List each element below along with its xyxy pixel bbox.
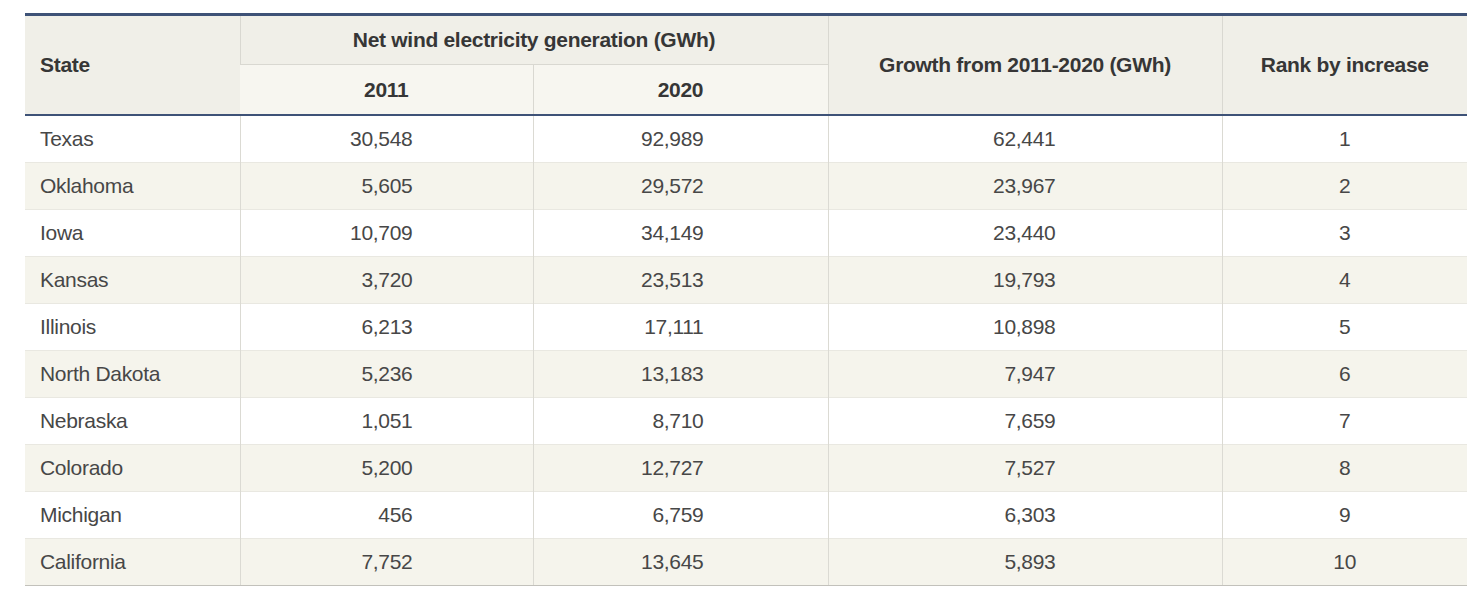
cell-2011: 3,720 (240, 257, 533, 304)
cell-2011: 30,548 (240, 115, 533, 163)
table-row: Iowa 10,709 34,149 23,440 3 (25, 210, 1467, 257)
table-row: Kansas 3,720 23,513 19,793 4 (25, 257, 1467, 304)
column-header-state: State (25, 15, 240, 116)
column-header-rank: Rank by increase (1222, 15, 1467, 116)
cell-2020: 29,572 (533, 163, 828, 210)
cell-state: North Dakota (25, 351, 240, 398)
cell-state: Oklahoma (25, 163, 240, 210)
cell-2020: 12,727 (533, 445, 828, 492)
table-row: Michigan 456 6,759 6,303 9 (25, 492, 1467, 539)
cell-rank: 4 (1222, 257, 1467, 304)
cell-state: California (25, 539, 240, 586)
cell-2011: 456 (240, 492, 533, 539)
cell-growth: 62,441 (828, 115, 1222, 163)
cell-rank: 1 (1222, 115, 1467, 163)
cell-rank: 2 (1222, 163, 1467, 210)
cell-growth: 10,898 (828, 304, 1222, 351)
cell-rank: 10 (1222, 539, 1467, 586)
cell-growth: 7,659 (828, 398, 1222, 445)
cell-growth: 6,303 (828, 492, 1222, 539)
table-row: Oklahoma 5,605 29,572 23,967 2 (25, 163, 1467, 210)
cell-2020: 92,989 (533, 115, 828, 163)
column-header-net-wind-generation: Net wind electricity generation (GWh) (240, 15, 828, 65)
table-header: State Net wind electricity generation (G… (25, 15, 1467, 116)
cell-state: Kansas (25, 257, 240, 304)
cell-2020: 13,645 (533, 539, 828, 586)
cell-growth: 19,793 (828, 257, 1222, 304)
cell-growth: 7,947 (828, 351, 1222, 398)
cell-rank: 5 (1222, 304, 1467, 351)
table-row: Illinois 6,213 17,111 10,898 5 (25, 304, 1467, 351)
cell-2020: 6,759 (533, 492, 828, 539)
cell-state: Nebraska (25, 398, 240, 445)
cell-2020: 34,149 (533, 210, 828, 257)
table-row: Nebraska 1,051 8,710 7,659 7 (25, 398, 1467, 445)
cell-rank: 3 (1222, 210, 1467, 257)
cell-2020: 17,111 (533, 304, 828, 351)
cell-state: Michigan (25, 492, 240, 539)
table-row: Texas 30,548 92,989 62,441 1 (25, 115, 1467, 163)
column-header-2011: 2011 (240, 65, 533, 116)
cell-rank: 9 (1222, 492, 1467, 539)
table-body: Texas 30,548 92,989 62,441 1 Oklahoma 5,… (25, 115, 1467, 586)
page: State Net wind electricity generation (G… (0, 0, 1484, 586)
cell-growth: 23,967 (828, 163, 1222, 210)
cell-2011: 5,605 (240, 163, 533, 210)
cell-state: Texas (25, 115, 240, 163)
header-row-main: State Net wind electricity generation (G… (25, 15, 1467, 65)
cell-growth: 7,527 (828, 445, 1222, 492)
wind-generation-table: State Net wind electricity generation (G… (25, 13, 1467, 586)
cell-2011: 7,752 (240, 539, 533, 586)
column-header-2020: 2020 (533, 65, 828, 116)
cell-rank: 7 (1222, 398, 1467, 445)
cell-2011: 5,236 (240, 351, 533, 398)
cell-2011: 5,200 (240, 445, 533, 492)
cell-state: Illinois (25, 304, 240, 351)
table-row: Colorado 5,200 12,727 7,527 8 (25, 445, 1467, 492)
cell-rank: 8 (1222, 445, 1467, 492)
cell-2011: 10,709 (240, 210, 533, 257)
table-row: North Dakota 5,236 13,183 7,947 6 (25, 351, 1467, 398)
cell-2020: 8,710 (533, 398, 828, 445)
cell-2020: 23,513 (533, 257, 828, 304)
cell-2011: 6,213 (240, 304, 533, 351)
cell-growth: 23,440 (828, 210, 1222, 257)
cell-growth: 5,893 (828, 539, 1222, 586)
table-row: California 7,752 13,645 5,893 10 (25, 539, 1467, 586)
cell-state: Iowa (25, 210, 240, 257)
cell-state: Colorado (25, 445, 240, 492)
column-header-growth: Growth from 2011-2020 (GWh) (828, 15, 1222, 116)
cell-rank: 6 (1222, 351, 1467, 398)
cell-2020: 13,183 (533, 351, 828, 398)
cell-2011: 1,051 (240, 398, 533, 445)
